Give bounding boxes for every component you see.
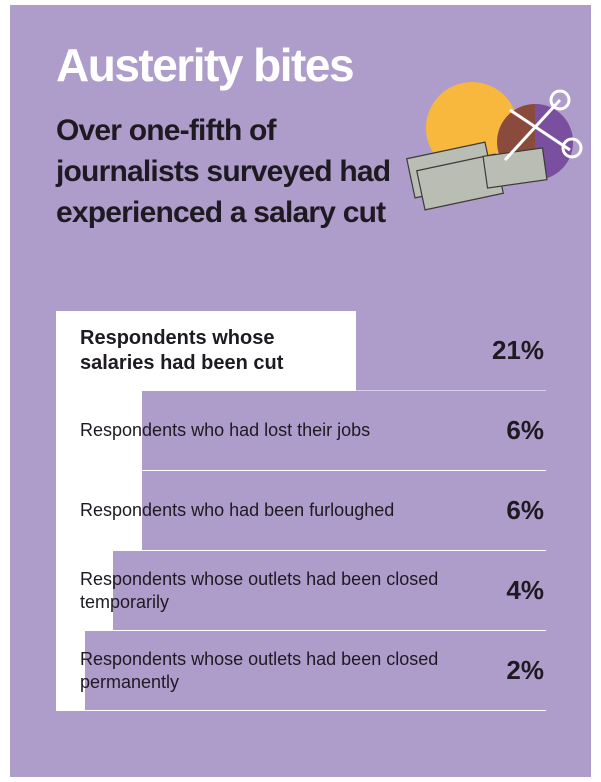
title: Austerity bites xyxy=(56,39,355,91)
bar-list: Respondents whose salaries had been cut 2… xyxy=(56,311,546,711)
category-label: Respondents whose outlets had been close… xyxy=(80,568,439,612)
bar-row: Respondents who had lost their jobs 6% xyxy=(56,391,546,471)
category-label: Respondents whose outlets had been close… xyxy=(80,648,439,692)
value-label: 2% xyxy=(506,655,544,685)
bar xyxy=(56,551,114,631)
category-label: Respondents who had lost their jobs xyxy=(80,420,371,440)
value-label: 6% xyxy=(506,415,544,445)
value-label: 4% xyxy=(506,575,544,605)
bar xyxy=(56,631,85,711)
bar-row: Respondents who had been furloughed 6% xyxy=(56,471,546,551)
subtitle: Over one-fifth of journalists surveyed h… xyxy=(56,114,391,229)
bar-row: Respondents whose outlets had been close… xyxy=(56,551,546,631)
bar xyxy=(56,391,142,471)
illustration xyxy=(406,82,583,211)
bar xyxy=(56,311,356,391)
category-label: Respondents who had been furloughed xyxy=(80,500,395,520)
bar-row: Respondents whose outlets had been close… xyxy=(56,631,546,711)
bar xyxy=(56,471,142,551)
category-label: Respondents whose salaries had been cut xyxy=(80,326,284,374)
value-label: 6% xyxy=(506,495,544,525)
bar-row: Respondents whose salaries had been cut 2… xyxy=(56,311,546,391)
value-label: 21% xyxy=(491,335,544,365)
